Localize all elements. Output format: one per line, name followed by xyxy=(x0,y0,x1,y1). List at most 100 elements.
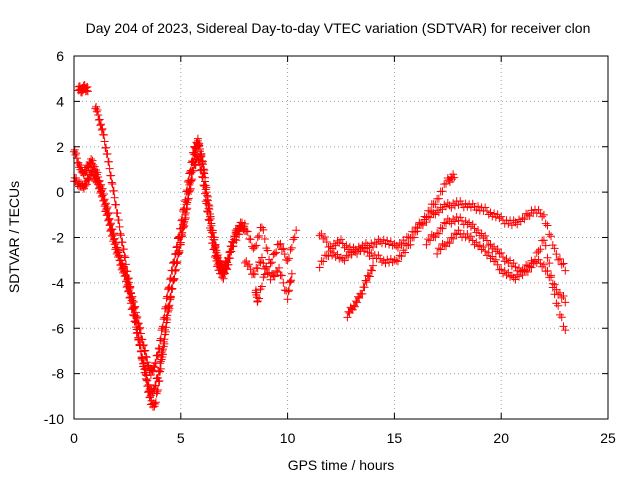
data-point xyxy=(474,202,483,211)
data-point xyxy=(82,166,91,175)
data-point xyxy=(555,254,564,263)
data-point xyxy=(401,239,410,248)
data-point xyxy=(164,306,173,315)
data-point xyxy=(163,307,172,316)
data-point xyxy=(287,269,296,278)
data-point xyxy=(484,210,493,219)
data-point xyxy=(134,320,143,329)
y-tick-label: -4 xyxy=(52,275,65,291)
data-point xyxy=(210,235,219,244)
data-point xyxy=(520,215,529,224)
data-point xyxy=(137,354,146,363)
data-point xyxy=(329,248,338,257)
data-point xyxy=(84,163,93,172)
data-point xyxy=(497,248,506,257)
data-point xyxy=(319,257,328,266)
data-point xyxy=(448,175,457,184)
data-point xyxy=(377,258,386,267)
data-point xyxy=(198,159,207,168)
data-point xyxy=(103,149,112,158)
data-point xyxy=(158,324,167,333)
data-point xyxy=(426,213,434,222)
data-point xyxy=(97,120,106,129)
data-point xyxy=(422,218,431,227)
data-point xyxy=(285,286,294,295)
data-point xyxy=(213,254,222,263)
data-point xyxy=(179,219,188,228)
data-point xyxy=(206,214,215,223)
data-point xyxy=(183,186,192,195)
data-point xyxy=(456,213,465,222)
data-point xyxy=(223,258,232,267)
data-point xyxy=(186,184,195,193)
data-point xyxy=(438,187,447,196)
data-point xyxy=(202,188,211,197)
data-point xyxy=(169,275,178,284)
data-point xyxy=(502,254,511,263)
data-point xyxy=(275,240,284,249)
data-point xyxy=(539,210,548,219)
data-point xyxy=(156,364,165,373)
data-point xyxy=(166,293,175,302)
data-point xyxy=(116,231,125,240)
data-point xyxy=(77,179,86,188)
series-track-e xyxy=(232,219,301,268)
data-point xyxy=(474,226,483,235)
data-point xyxy=(112,200,121,209)
data-point xyxy=(107,219,116,228)
data-point xyxy=(184,188,193,197)
data-point xyxy=(376,237,385,246)
data-point xyxy=(108,225,117,234)
data-point xyxy=(552,250,561,259)
data-point xyxy=(522,266,531,275)
data-point xyxy=(195,141,204,150)
series-track-c xyxy=(91,102,228,411)
data-point xyxy=(156,334,165,343)
data-point xyxy=(277,271,286,280)
data-point xyxy=(266,259,275,268)
data-point xyxy=(191,150,200,159)
data-point xyxy=(367,239,376,248)
data-point xyxy=(349,301,358,310)
data-point xyxy=(353,298,362,307)
data-point xyxy=(319,234,328,243)
data-point xyxy=(91,104,100,113)
data-point xyxy=(424,235,433,244)
data-point xyxy=(78,88,87,97)
data-point xyxy=(354,242,363,251)
data-point xyxy=(260,235,269,244)
data-point xyxy=(152,389,161,398)
data-point xyxy=(144,380,153,389)
data-point xyxy=(199,168,208,177)
data-point xyxy=(272,248,281,257)
y-tick-label: -2 xyxy=(52,230,65,246)
data-point xyxy=(434,194,443,203)
data-point xyxy=(92,107,101,116)
data-point xyxy=(72,149,81,158)
data-point xyxy=(165,304,174,313)
data-point xyxy=(154,344,163,353)
data-point xyxy=(349,243,358,252)
data-point xyxy=(156,357,165,366)
data-point xyxy=(340,256,349,265)
data-point xyxy=(360,283,369,292)
data-point xyxy=(168,284,177,293)
data-point xyxy=(142,353,151,362)
data-point xyxy=(433,228,442,237)
data-point xyxy=(434,244,443,253)
data-point xyxy=(176,224,185,233)
data-point xyxy=(180,204,189,213)
data-point xyxy=(507,271,516,280)
data-point xyxy=(144,387,153,396)
data-point xyxy=(98,124,107,133)
data-point xyxy=(104,215,113,224)
data-point xyxy=(355,294,364,302)
data-point xyxy=(118,238,127,247)
data-point xyxy=(109,229,118,238)
data-point xyxy=(121,260,130,269)
data-point xyxy=(104,208,113,217)
data-point xyxy=(129,304,138,313)
data-point xyxy=(555,288,564,297)
y-tick-label: 4 xyxy=(56,93,64,109)
data-point xyxy=(253,233,262,242)
